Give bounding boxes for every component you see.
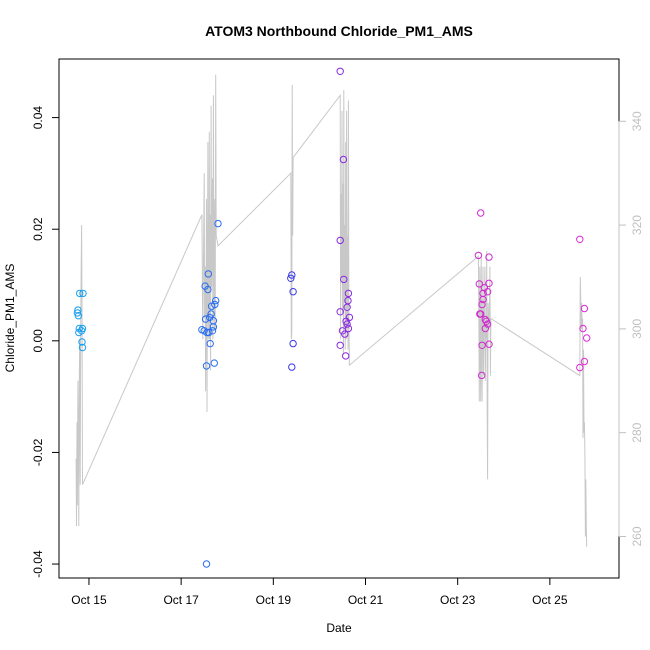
data-point: [289, 339, 297, 348]
y-axis-label: Chloride_PM1_AMS: [3, 264, 17, 373]
data-point: [336, 67, 344, 76]
data-point: [478, 341, 486, 349]
x-tick-label: Oct 21: [348, 593, 384, 607]
x-axis-label: Date: [326, 621, 352, 635]
data-point: [288, 363, 296, 371]
y-tick-label: -0.02: [31, 438, 45, 466]
x-tick-label: Oct 19: [256, 593, 292, 607]
data-point: [336, 341, 344, 349]
data-point: [78, 338, 86, 346]
data-point: [579, 324, 587, 333]
data-point: [201, 315, 210, 323]
data-point: [485, 279, 493, 287]
data-point: [287, 274, 295, 282]
data-point: [485, 253, 493, 261]
axes: Oct 15 Oct 17 Oct 19 Oct 21 Oct 23 Oct 25 -0.0…: [31, 106, 644, 607]
y2-tick-label: 340: [630, 111, 644, 131]
data-point: [79, 289, 87, 298]
data-point: [478, 371, 486, 380]
data-point: [207, 310, 215, 318]
data-point: [483, 320, 492, 328]
y-tick-label: 0.04: [31, 106, 45, 130]
data-point: [475, 280, 483, 288]
data-point: [580, 304, 589, 313]
data-point: [205, 328, 213, 337]
data-point: [474, 251, 483, 260]
data-point: [576, 363, 584, 372]
data-point: [336, 236, 344, 245]
data-point: [78, 343, 87, 352]
y-tick-label: 0.02: [31, 217, 45, 241]
x-tick-label: Oct 25: [532, 593, 568, 607]
data-point: [483, 288, 492, 296]
x-tick-label: Oct 23: [440, 593, 476, 607]
series-line: [75, 74, 588, 547]
data-point: [75, 324, 84, 333]
data-point: [210, 359, 219, 367]
data-point: [289, 288, 297, 296]
data-point: [208, 327, 217, 335]
data-point: [339, 155, 348, 164]
data-point: [209, 323, 218, 331]
data-point: [343, 320, 351, 328]
data-point: [344, 296, 352, 305]
line-series: [75, 74, 588, 547]
data-point: [336, 308, 344, 316]
data-point: [76, 289, 84, 298]
data-point: [344, 289, 353, 298]
scatter-points: [73, 67, 591, 568]
x-tick-label: Oct 17: [163, 593, 199, 607]
data-point: [74, 306, 82, 314]
data-point: [485, 340, 493, 348]
data-point: [580, 357, 589, 366]
data-point: [341, 330, 349, 338]
data-point: [477, 209, 485, 217]
data-point: [576, 235, 584, 244]
data-point: [204, 270, 213, 278]
data-point: [481, 324, 489, 333]
y2-tick-label: 280: [630, 422, 644, 442]
data-point: [344, 324, 353, 333]
data-point: [211, 300, 219, 309]
data-point: [212, 296, 220, 305]
x-tick-label: Oct 15: [71, 593, 107, 607]
data-point: [340, 275, 348, 284]
data-point: [74, 312, 83, 320]
data-point: [477, 310, 485, 318]
data-point: [479, 289, 487, 298]
y2-tick-label: 300: [630, 319, 644, 339]
data-point: [78, 324, 87, 333]
data-point: [478, 300, 486, 309]
data-point: [288, 271, 296, 279]
y-tick-label: 0.00: [31, 329, 45, 353]
data-point: [342, 352, 350, 360]
y2-tick-label: 320: [630, 215, 644, 235]
data-point: [202, 560, 211, 568]
data-point: [204, 285, 212, 294]
data-point: [202, 362, 211, 370]
plot-frame: [58, 58, 620, 579]
chart-title: ATOM3 Northbound Chloride_PM1_AMS: [205, 23, 473, 39]
data-point: [214, 219, 222, 228]
y-tick-label: -0.04: [31, 550, 45, 578]
y2-tick-label: 260: [630, 526, 644, 546]
data-point: [206, 339, 214, 348]
data-point: [583, 334, 591, 342]
data-point: [481, 315, 489, 324]
data-point: [345, 313, 354, 322]
